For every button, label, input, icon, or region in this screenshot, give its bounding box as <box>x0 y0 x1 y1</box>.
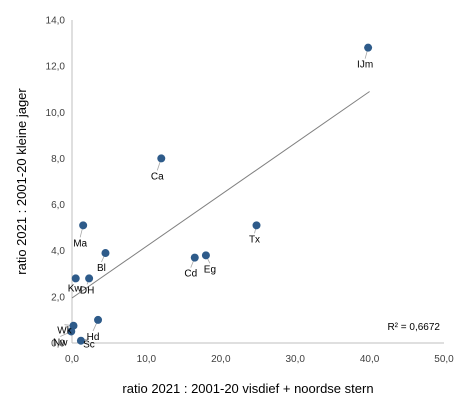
y-axis-title: ratio 2021 : 2001-20 kleine jager <box>14 88 29 275</box>
point-tx <box>252 221 261 230</box>
y-tick-label: 6,0 <box>51 200 65 211</box>
x-tick-label: 10,0 <box>137 354 157 365</box>
label-bl: Bl <box>97 263 106 274</box>
label-cd: Cd <box>184 269 197 280</box>
point-sc <box>76 336 85 345</box>
y-tick-label: 0,0 <box>51 339 65 350</box>
x-tick-label: 20,0 <box>211 354 231 365</box>
r-squared-annotation: R² = 0,6672 <box>387 322 440 333</box>
label-sc: Sc <box>83 340 95 351</box>
label-ca: Ca <box>151 171 164 182</box>
x-tick-label: 50,0 <box>434 354 454 365</box>
leader-lines <box>60 47 369 342</box>
point-dh <box>85 274 94 283</box>
label-kw: Kw <box>68 283 83 294</box>
y-tick-label: 12,0 <box>46 62 66 73</box>
trendline-group <box>71 91 370 299</box>
y-tick-label: 10,0 <box>46 108 66 119</box>
label-nw: Nw <box>53 337 68 348</box>
label-ijm: IJm <box>357 60 373 71</box>
label-wk: Wk <box>57 326 72 337</box>
y-tick-label: 8,0 <box>51 154 65 165</box>
y-tick-label: 4,0 <box>51 246 65 257</box>
point-hd <box>94 315 103 324</box>
x-tick-label: 40,0 <box>360 354 380 365</box>
point-ma <box>79 221 88 230</box>
axes <box>71 20 444 344</box>
x-axis-title: ratio 2021 : 2001-20 visdief + noordse s… <box>122 381 373 396</box>
point-eg <box>201 251 210 260</box>
y-tick-label: 14,0 <box>46 16 66 27</box>
point-cd <box>190 253 199 262</box>
x-tick-label: 0,0 <box>65 354 79 365</box>
x-tick-label: 30,0 <box>285 354 305 365</box>
y-tick-label: 2,0 <box>51 292 65 303</box>
label-ma: Ma <box>73 238 87 249</box>
label-hd: Hd <box>87 332 100 343</box>
point-nw <box>67 327 76 336</box>
point-ca <box>157 154 166 163</box>
tick-labels: 0,0 10,0 20,0 30,0 40,0 50,0 0,0 2,0 4,0 6,0 8,0 10… <box>46 16 455 366</box>
point-ijm <box>364 43 373 52</box>
point-bl <box>101 249 110 258</box>
data-points <box>67 43 373 345</box>
label-tx: Tx <box>249 234 260 245</box>
point-kw <box>71 274 80 283</box>
label-dh: DH <box>80 285 94 296</box>
label-eg: Eg <box>204 264 216 275</box>
trendline <box>71 91 370 299</box>
